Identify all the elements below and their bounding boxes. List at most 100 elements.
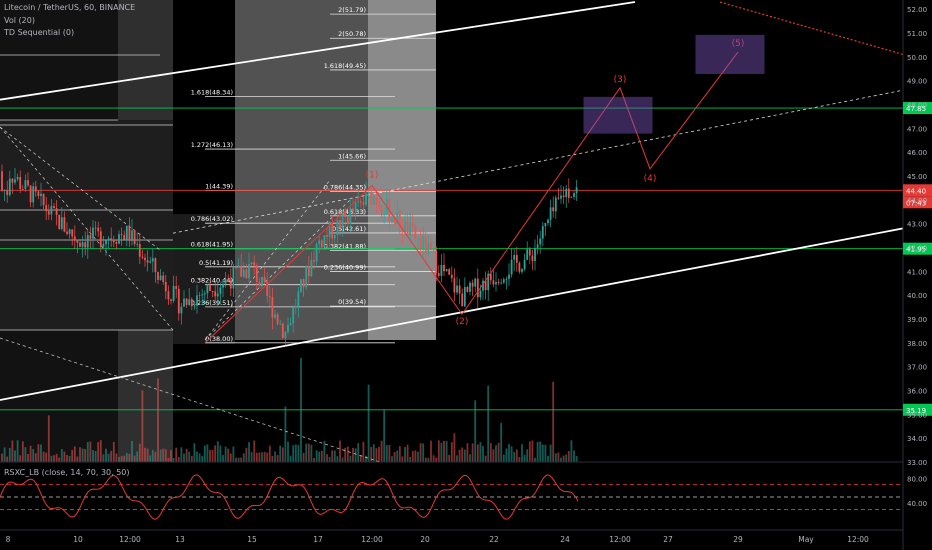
volume-bar bbox=[229, 453, 232, 462]
candle-body bbox=[372, 197, 375, 205]
volume-bar bbox=[133, 455, 136, 462]
volume-bar bbox=[336, 456, 339, 462]
candle-body bbox=[521, 269, 523, 272]
volume-bar bbox=[365, 455, 367, 462]
candle-body bbox=[476, 278, 479, 298]
candle-body bbox=[536, 244, 539, 248]
candle-body bbox=[81, 242, 84, 247]
volume-bar bbox=[536, 442, 539, 462]
volume-bar bbox=[549, 444, 552, 462]
volume-bar bbox=[222, 454, 224, 462]
target-zone bbox=[695, 34, 765, 75]
volume-indicator-label[interactable]: Vol (20) bbox=[4, 16, 35, 25]
symbol-title[interactable]: Litecoin / TetherUS, 60, BINANCE bbox=[4, 3, 136, 12]
volume-bar bbox=[123, 455, 126, 462]
rsi-indicator-label[interactable]: RSXC_LB (close, 14, 70, 30, 50) bbox=[4, 468, 130, 477]
candle-body bbox=[19, 177, 22, 190]
candle-body bbox=[6, 190, 9, 195]
candle-body bbox=[515, 254, 518, 263]
volume-bar bbox=[502, 454, 505, 462]
wave-label: (1) bbox=[366, 171, 379, 181]
volume-bar bbox=[58, 457, 61, 462]
volume-bar bbox=[255, 452, 258, 462]
candle-body bbox=[427, 242, 430, 255]
candle-body bbox=[1, 171, 3, 191]
candle-body bbox=[500, 282, 503, 284]
volume-bar bbox=[359, 454, 362, 462]
volume-bar bbox=[448, 454, 451, 462]
candle-body bbox=[248, 263, 250, 279]
candle-body bbox=[37, 191, 40, 197]
volume-bar bbox=[383, 410, 386, 462]
volume-bar bbox=[27, 453, 29, 462]
volume-bar bbox=[84, 449, 87, 462]
candle-body bbox=[112, 239, 115, 243]
price-badge bbox=[903, 184, 932, 197]
candle-body bbox=[86, 235, 89, 248]
candle-body bbox=[495, 282, 497, 285]
volume-bar bbox=[547, 455, 549, 462]
candle-body bbox=[302, 279, 305, 288]
volume-bar bbox=[567, 451, 570, 462]
candle-body bbox=[417, 238, 419, 240]
candle-body bbox=[393, 218, 396, 224]
candle-body bbox=[326, 235, 328, 237]
candle-body bbox=[443, 264, 445, 272]
volume-bar bbox=[99, 440, 102, 462]
volume-bar bbox=[63, 451, 66, 462]
volume-bar bbox=[453, 433, 456, 462]
channel-dashed bbox=[0, 337, 381, 463]
price-badge-label: 44.40 bbox=[906, 187, 926, 195]
candle-body bbox=[339, 219, 341, 229]
volume-bar bbox=[151, 449, 154, 462]
volume-bar bbox=[404, 447, 406, 462]
candle-body bbox=[92, 227, 94, 239]
volume-bar bbox=[463, 449, 466, 462]
volume-bar bbox=[102, 454, 105, 462]
volume-bar bbox=[136, 451, 139, 462]
candle-body bbox=[27, 180, 29, 186]
price-tick-label: 35.00 bbox=[907, 411, 927, 419]
candle-body bbox=[565, 188, 568, 198]
volume-bar bbox=[68, 456, 71, 462]
volume-bar bbox=[261, 452, 263, 462]
candle-body bbox=[289, 323, 292, 326]
candle-body bbox=[531, 255, 534, 261]
candle-body bbox=[125, 225, 128, 240]
candle-body bbox=[16, 177, 19, 180]
target-zone bbox=[583, 96, 653, 134]
volume-bar bbox=[216, 441, 219, 462]
fib-level-label: 0.382(40.44) bbox=[191, 277, 233, 285]
volume-bar bbox=[515, 449, 518, 462]
fib-level-label: 0.236(40.99) bbox=[324, 264, 366, 272]
wave-label: (4) bbox=[644, 174, 657, 184]
volume-bar bbox=[201, 456, 204, 462]
candle-body bbox=[300, 279, 302, 292]
candle-body bbox=[484, 280, 487, 291]
price-tick-label: 42.00 bbox=[907, 244, 927, 252]
candle-body bbox=[414, 226, 417, 239]
volume-bar bbox=[284, 406, 287, 462]
volume-bar bbox=[250, 452, 253, 462]
candle-body bbox=[115, 242, 118, 244]
candle-body bbox=[45, 205, 48, 212]
candle-body bbox=[544, 223, 547, 227]
candle-body bbox=[479, 290, 482, 298]
volume-bar bbox=[141, 390, 144, 462]
fib-level-label: 0(38.00) bbox=[205, 335, 233, 343]
volume-bar bbox=[297, 444, 300, 462]
volume-bar bbox=[318, 451, 321, 462]
candle-body bbox=[378, 204, 380, 208]
volume-bar bbox=[372, 444, 375, 462]
price-badge bbox=[903, 403, 932, 416]
td-sequential-label[interactable]: TD Sequential (0) bbox=[4, 28, 75, 37]
volume-bar bbox=[469, 454, 471, 462]
candle-body bbox=[396, 211, 399, 224]
candle-body bbox=[461, 293, 464, 307]
candle-body bbox=[63, 217, 66, 232]
volume-bar bbox=[170, 450, 172, 462]
volume-bar bbox=[513, 452, 516, 462]
candle-body bbox=[97, 227, 100, 232]
candle-body bbox=[167, 291, 170, 300]
